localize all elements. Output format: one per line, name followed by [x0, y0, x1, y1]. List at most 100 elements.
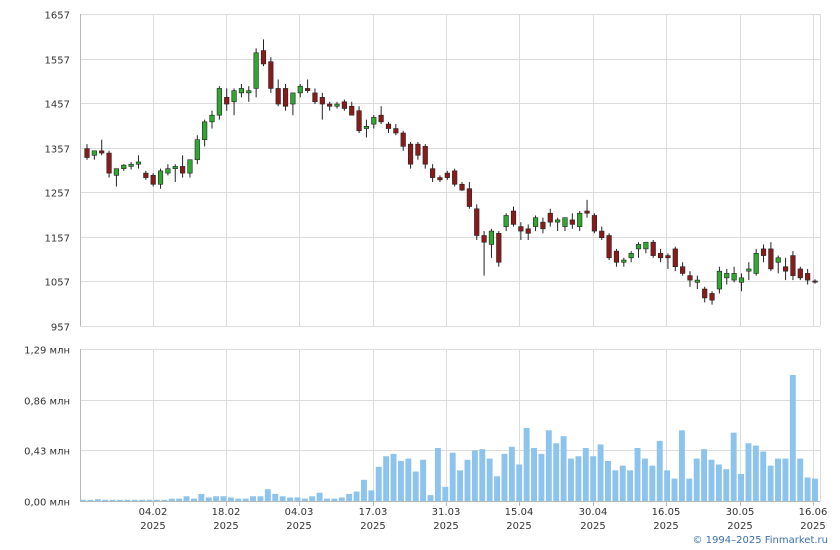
- candle-body: [518, 226, 524, 232]
- candle-body: [393, 128, 399, 134]
- candle-body: [488, 230, 495, 245]
- price-y-tick: 1057: [45, 278, 70, 289]
- candle-body: [99, 150, 105, 154]
- x-tick-date: 04.02: [139, 507, 168, 518]
- x-axis: 04.02 2025 18.02 2025 04.03 2025 17.03 2025 31.0…: [139, 501, 828, 532]
- volume-bar: [812, 478, 818, 501]
- candle-body: [606, 235, 612, 259]
- candle-body: [584, 210, 590, 214]
- volume-bar: [397, 460, 404, 501]
- candle: [532, 215, 539, 232]
- price-candles: [84, 39, 818, 305]
- x-tick-date: 31.03: [432, 507, 461, 518]
- candle-body: [282, 88, 289, 107]
- candle: [430, 164, 436, 183]
- price-y-tick: 1157: [45, 234, 70, 245]
- x-tick-date: 15.04: [505, 507, 534, 518]
- candle: [91, 150, 97, 160]
- volume-bar: [457, 470, 464, 501]
- copyright-text: © 1994–2025 Finmarket.ru: [692, 535, 828, 546]
- price-y-axis: 1657 1557 1457 1357 1257 1157 1057 957: [45, 11, 70, 334]
- volume-bars: [80, 374, 818, 501]
- candle: [143, 170, 149, 180]
- volume-bar: [301, 498, 308, 501]
- candle-body: [385, 123, 392, 129]
- candle-body: [180, 166, 186, 174]
- candle: [525, 224, 531, 240]
- candle: [503, 213, 509, 232]
- candle-body: [194, 139, 200, 161]
- volume-bar: [161, 499, 168, 501]
- candle: [547, 208, 553, 227]
- volume-bar: [471, 450, 478, 501]
- candle: [422, 144, 428, 169]
- candle: [783, 257, 789, 281]
- candle: [349, 101, 355, 116]
- volume-bar: [745, 443, 752, 501]
- price-y-tick: 1457: [45, 100, 70, 111]
- x-tick-year: 2025: [727, 521, 752, 532]
- volume-bar: [782, 458, 789, 501]
- price-y-tick: 1557: [45, 56, 70, 67]
- candle: [459, 182, 465, 191]
- x-tick-year: 2025: [800, 521, 825, 532]
- price-y-tick: 1657: [45, 11, 70, 22]
- candle: [319, 92, 325, 120]
- candle-body: [503, 215, 509, 227]
- volume-bar: [427, 495, 434, 501]
- price-y-tick: 957: [51, 323, 70, 334]
- candle: [613, 248, 620, 267]
- candle-body: [657, 253, 664, 259]
- candle-body: [437, 177, 443, 181]
- candle: [341, 99, 347, 111]
- volume-bar: [405, 458, 412, 501]
- candle-body: [356, 110, 362, 132]
- candle: [157, 168, 164, 189]
- candle: [790, 251, 796, 281]
- candle: [113, 168, 119, 187]
- candle-body: [209, 114, 215, 123]
- x-tick-date: 16.06: [799, 507, 828, 518]
- candle: [665, 253, 671, 269]
- volume-bar: [361, 479, 367, 501]
- candle-body: [709, 293, 715, 301]
- volume-bar: [198, 493, 205, 501]
- candle: [246, 86, 252, 102]
- volume-bar: [368, 490, 375, 501]
- volume-bar: [708, 459, 715, 501]
- x-tick-year: 2025: [360, 521, 385, 532]
- candle: [260, 39, 267, 67]
- candle-body: [716, 270, 722, 290]
- candle-body: [143, 172, 149, 178]
- volume-bar: [738, 473, 745, 501]
- candle: [628, 251, 634, 263]
- candle: [172, 164, 178, 183]
- candle-body: [400, 132, 406, 147]
- volume-bar: [353, 491, 360, 501]
- candle: [297, 83, 303, 98]
- candle-body: [224, 97, 230, 105]
- candle-body: [430, 168, 436, 178]
- volume-bar: [242, 498, 249, 501]
- candle-body: [768, 248, 774, 270]
- candle: [569, 213, 575, 229]
- candle: [577, 211, 583, 232]
- candle-body: [562, 217, 568, 227]
- candle: [621, 257, 627, 267]
- x-tick-year: 2025: [506, 521, 531, 532]
- candle: [224, 88, 230, 111]
- volume-bar: [294, 497, 301, 501]
- candle-body: [202, 121, 208, 140]
- volume-bar: [494, 476, 501, 501]
- volume-bar: [235, 498, 242, 501]
- volume-bar: [627, 470, 634, 501]
- candle-body: [459, 183, 465, 191]
- volume-bar: [605, 460, 611, 501]
- candle-body: [628, 253, 634, 259]
- volume-bar: [94, 499, 101, 501]
- candle: [768, 242, 774, 272]
- volume-bar: [324, 498, 330, 501]
- candle-body: [775, 257, 781, 263]
- candle-body: [591, 215, 597, 232]
- volume-bar: [767, 465, 774, 501]
